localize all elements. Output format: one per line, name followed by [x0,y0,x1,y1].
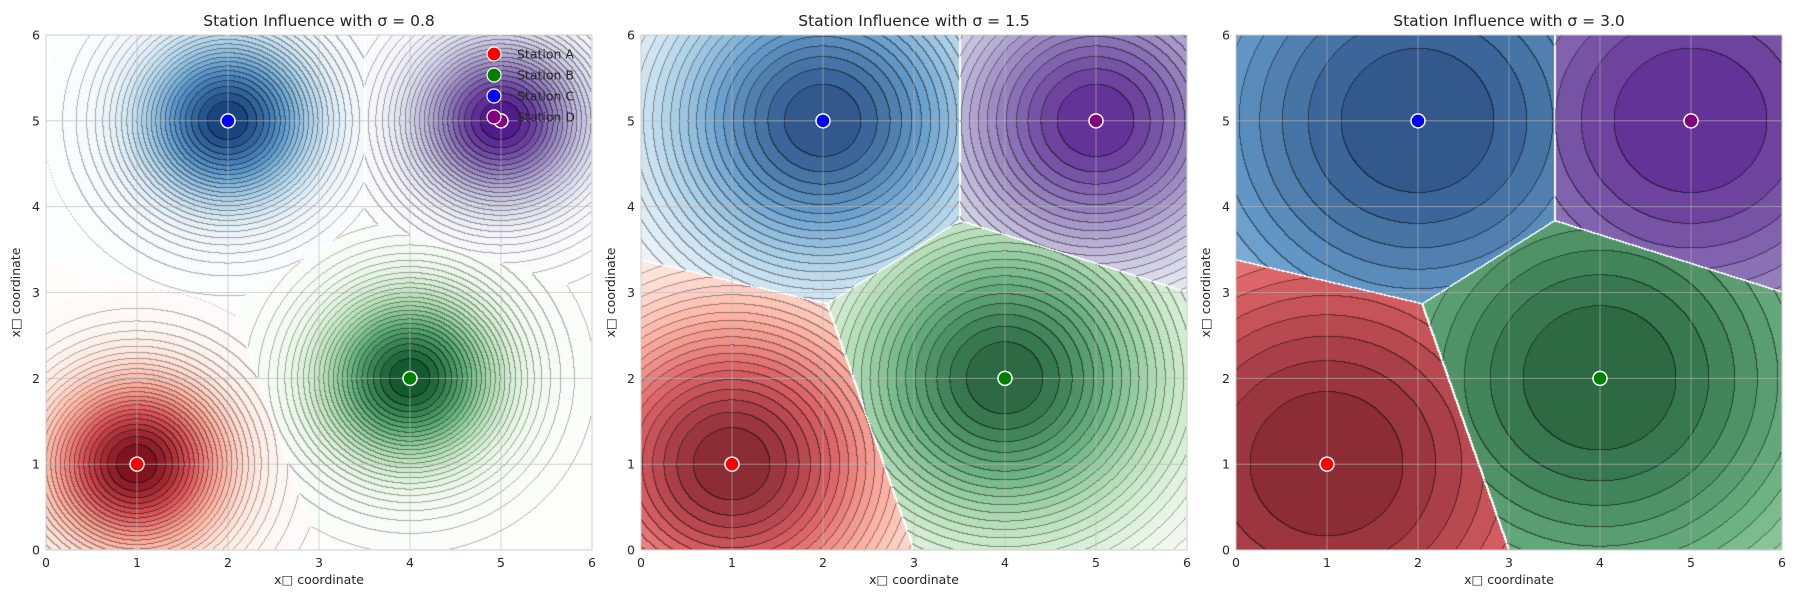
x-axis-label: x□ coordinate [869,572,959,587]
y-tick-label: 4 [627,199,635,214]
panel-title: Station Influence with σ = 0.8 [203,12,435,30]
station-marker-station-a [724,456,740,472]
y-tick-label: 2 [627,371,635,386]
x-tick-label: 6 [1778,555,1786,570]
panel-1: 0 1 2 3 4 5 6 0 1 2 3 4 5 6 Station Influence with σ =… [8,12,596,587]
panel-3: 0 1 2 3 4 5 6 0 1 2 3 4 5 6 Station Influence with σ =… [1198,12,1786,587]
x-tick-label: 1 [133,555,141,570]
y-axis-label: x□ coordinate [603,247,618,337]
panel-2: 0 1 2 3 4 5 6 0 1 2 3 4 5 6 Station Influence with σ =… [603,12,1191,587]
x-tick-label: 4 [1001,555,1009,570]
x-tick-label: 6 [1183,555,1191,570]
x-tick-label: 3 [315,555,323,570]
legend-label: Station A [517,47,574,62]
y-tick-label: 0 [1222,543,1230,558]
panel-title: Station Influence with σ = 3.0 [1393,12,1625,30]
x-axis-label: x□ coordinate [1464,572,1554,587]
plot-frame [45,34,593,551]
x-tick-label: 0 [1232,555,1240,570]
station-marker-station-a [129,456,145,472]
legend-marker [486,67,502,83]
plot-frame [1235,34,1783,551]
y-tick-label: 1 [1222,457,1230,472]
station-marker-station-c [220,113,236,129]
x-tick-label: 0 [637,555,645,570]
y-axis-label: x□ coordinate [8,247,23,337]
x-axis-label: x□ coordinate [274,572,364,587]
station-marker-station-d [1088,113,1104,129]
x-tick-label: 1 [728,555,736,570]
legend-label: Station B [517,68,574,83]
panel-title: Station Influence with σ = 1.5 [798,12,1030,30]
x-tick-label: 1 [1323,555,1331,570]
x-tick-label: 5 [1687,555,1695,570]
x-tick-label: 6 [588,555,596,570]
y-tick-label: 1 [32,457,40,472]
y-tick-label: 2 [32,371,40,386]
y-tick-label: 4 [1222,199,1230,214]
station-marker-station-c [1410,113,1426,129]
station-marker-station-b [402,370,418,387]
station-marker-station-a [1319,456,1335,472]
legend-label: Station C [517,89,574,104]
legend-marker [486,88,502,104]
x-tick-label: 5 [497,555,505,570]
plot-frame [640,34,1188,551]
y-tick-label: 5 [627,113,635,128]
x-tick-label: 0 [42,555,50,570]
y-tick-label: 2 [1222,371,1230,386]
y-tick-label: 1 [627,457,635,472]
x-tick-label: 2 [224,555,232,570]
x-tick-label: 3 [1505,555,1513,570]
y-tick-label: 0 [627,543,635,558]
y-tick-label: 6 [32,28,40,43]
legend-marker [486,109,502,125]
y-tick-label: 5 [32,113,40,128]
y-tick-label: 3 [32,285,40,300]
station-marker-station-d [1683,113,1699,129]
y-tick-label: 6 [1222,28,1230,43]
y-axis-label: x□ coordinate [1198,247,1213,337]
y-tick-label: 5 [1222,113,1230,128]
y-tick-label: 0 [32,543,40,558]
x-tick-label: 5 [1092,555,1100,570]
x-tick-label: 2 [819,555,827,570]
legend-label: Station D [517,110,575,125]
y-tick-label: 6 [627,28,635,43]
y-tick-label: 4 [32,199,40,214]
station-marker-station-b [997,370,1013,387]
station-marker-station-b [1592,370,1608,387]
x-tick-label: 3 [910,555,918,570]
x-tick-label: 4 [1596,555,1604,570]
x-tick-label: 2 [1414,555,1422,570]
y-tick-label: 3 [1222,285,1230,300]
y-tick-label: 3 [627,285,635,300]
legend: Station A Station B Station C Station D [486,46,575,125]
x-tick-label: 4 [406,555,414,570]
legend-marker [486,46,502,62]
station-marker-station-c [815,113,831,129]
